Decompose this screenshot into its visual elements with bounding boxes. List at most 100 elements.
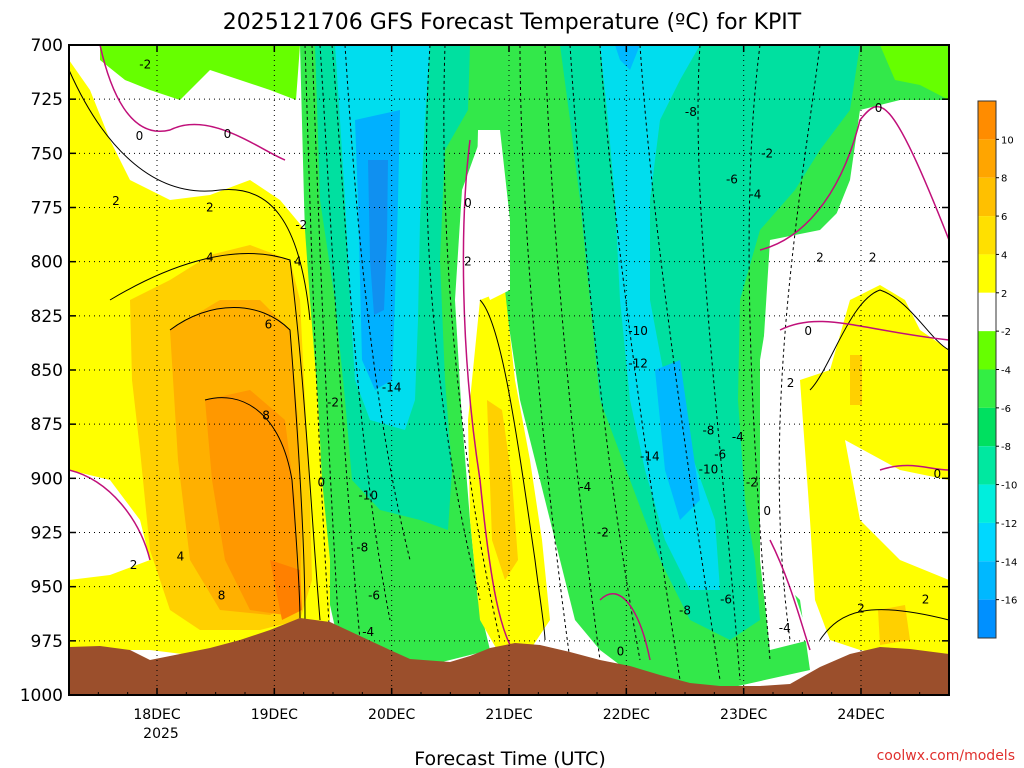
contour-label: 2 <box>857 601 865 615</box>
colorbar-swatch <box>978 446 996 485</box>
credit-link[interactable]: coolwx.com/models <box>877 748 1015 764</box>
contour-label: -4 <box>749 188 761 202</box>
x-tick-label: 21DEC <box>485 707 532 723</box>
contour-label: -4 <box>732 430 744 444</box>
y-tick-label: 800 <box>31 253 63 273</box>
contour-label: 6 <box>265 318 273 332</box>
x-tick-label: 18DEC <box>133 707 180 723</box>
contour-label: -2 <box>761 146 773 160</box>
warm-region-gold-mid <box>487 400 518 580</box>
contour-label: 0 <box>617 645 625 659</box>
colorbar-swatch <box>978 407 996 447</box>
colorbar-label: 6 <box>1001 212 1007 223</box>
colorbar-swatch <box>978 522 996 562</box>
colorbar-swatch <box>978 599 996 638</box>
contour-label: -4 <box>579 480 591 494</box>
y-tick-label: 925 <box>31 524 63 544</box>
contour-label: -8 <box>702 424 714 438</box>
x-tick-label: 24DEC <box>837 707 884 723</box>
colorbar-label: 8 <box>1001 174 1007 185</box>
colorbar-label: -4 <box>1001 366 1011 377</box>
contour-label: 2 <box>922 593 930 607</box>
colorbar-swatch <box>978 484 996 523</box>
contour-label: 4 <box>177 549 185 563</box>
cold-region-green-top <box>100 45 300 100</box>
contour-label: -6 <box>368 588 380 602</box>
x-tick-label: 20DEC <box>368 707 415 723</box>
contour-label: 0 <box>464 196 472 210</box>
colorbar: 10 8 6 4 2 -2 -4 -6 -8 -10 -12 -14 -16 <box>977 100 1017 639</box>
contour-label: -2 <box>327 396 339 410</box>
contour-label: -12 <box>628 357 648 371</box>
y-tick-label: 700 <box>31 36 63 56</box>
contour-label: 2 <box>464 255 472 269</box>
contour-label: -10 <box>358 489 378 503</box>
warm-region-white-mid <box>475 130 510 300</box>
colorbar-label: -14 <box>1001 557 1017 568</box>
colorbar-label: -2 <box>1001 327 1011 338</box>
contour-label: -14 <box>640 450 660 464</box>
y-tick-label: 850 <box>31 361 63 381</box>
cold-region-green-right <box>880 45 949 100</box>
y-tick-label: 1000 <box>20 686 63 706</box>
colorbar-label: 2 <box>1001 289 1007 300</box>
grid-lines <box>69 45 949 695</box>
colorbar-label: -16 <box>1001 596 1017 607</box>
zero-isotherms <box>69 45 949 661</box>
cold-core-blue-right <box>655 360 700 520</box>
warm-core <box>270 560 302 620</box>
x-axis: 18DEC 19DEC 20DEC 21DEC 22DEC 23DEC 24DEC <box>97 45 921 723</box>
y-tick-label: 975 <box>31 632 63 652</box>
colorbar-swatch <box>978 216 996 255</box>
colorbar-label: -12 <box>1001 519 1017 530</box>
contour-label: 0 <box>224 127 232 141</box>
terrain <box>69 618 949 695</box>
y-tick-label: 900 <box>31 469 63 489</box>
contour-label: 0 <box>317 476 325 490</box>
contour-label: -2 <box>139 58 151 72</box>
y-tick-label: 950 <box>31 578 63 598</box>
contour-label: 2 <box>816 250 824 264</box>
colorbar-swatch <box>978 254 996 293</box>
contour-label: 2 <box>869 250 877 264</box>
colorbar-label: 10 <box>1001 135 1014 146</box>
x-tick-label: 23DEC <box>720 707 767 723</box>
contour-label: -8 <box>679 604 691 618</box>
x-tick-label: 22DEC <box>603 707 650 723</box>
contour-label: 2 <box>206 201 214 215</box>
x-tick-label: 19DEC <box>251 707 298 723</box>
y-tick-label: 825 <box>31 307 63 327</box>
contour-label: -10 <box>699 463 719 477</box>
contour-label: 0 <box>136 129 144 143</box>
contour-label: -2 <box>597 526 609 540</box>
warm-isotherms <box>69 69 949 641</box>
contour-label: 2 <box>787 376 795 390</box>
colorbar-label: 4 <box>1001 250 1007 261</box>
warm-region-white-right <box>760 100 949 650</box>
contour-labels: 0 0-22 24 4-268842-20-10-8-6-4-1402-4-20-8-… <box>112 58 941 659</box>
warm-region-gold-right-low <box>878 605 910 645</box>
contour-label: -2 <box>295 218 307 232</box>
colorbar-swatch <box>978 177 996 217</box>
cold-isotherms <box>304 45 821 681</box>
colorbar-label: -6 <box>1001 404 1011 415</box>
contour-label: 0 <box>804 324 812 338</box>
contour-label: 8 <box>262 409 270 423</box>
contour-label: -4 <box>362 625 374 639</box>
contour-label: -4 <box>779 621 791 635</box>
cold-core-blue-deep <box>368 160 388 315</box>
contour-label: 4 <box>206 250 214 264</box>
contour-label: 0 <box>763 504 771 518</box>
colorbar-swatch <box>978 369 996 408</box>
contour-label: -6 <box>726 172 738 186</box>
colorbar-swatch <box>978 292 996 332</box>
contour-label: -6 <box>720 593 732 607</box>
colorbar-swatch <box>978 331 996 370</box>
y-tick-label: 725 <box>31 90 63 110</box>
y-tick-label: 875 <box>31 415 63 435</box>
contour-label: 0 <box>933 467 941 481</box>
warm-region-gold-right <box>850 355 862 405</box>
